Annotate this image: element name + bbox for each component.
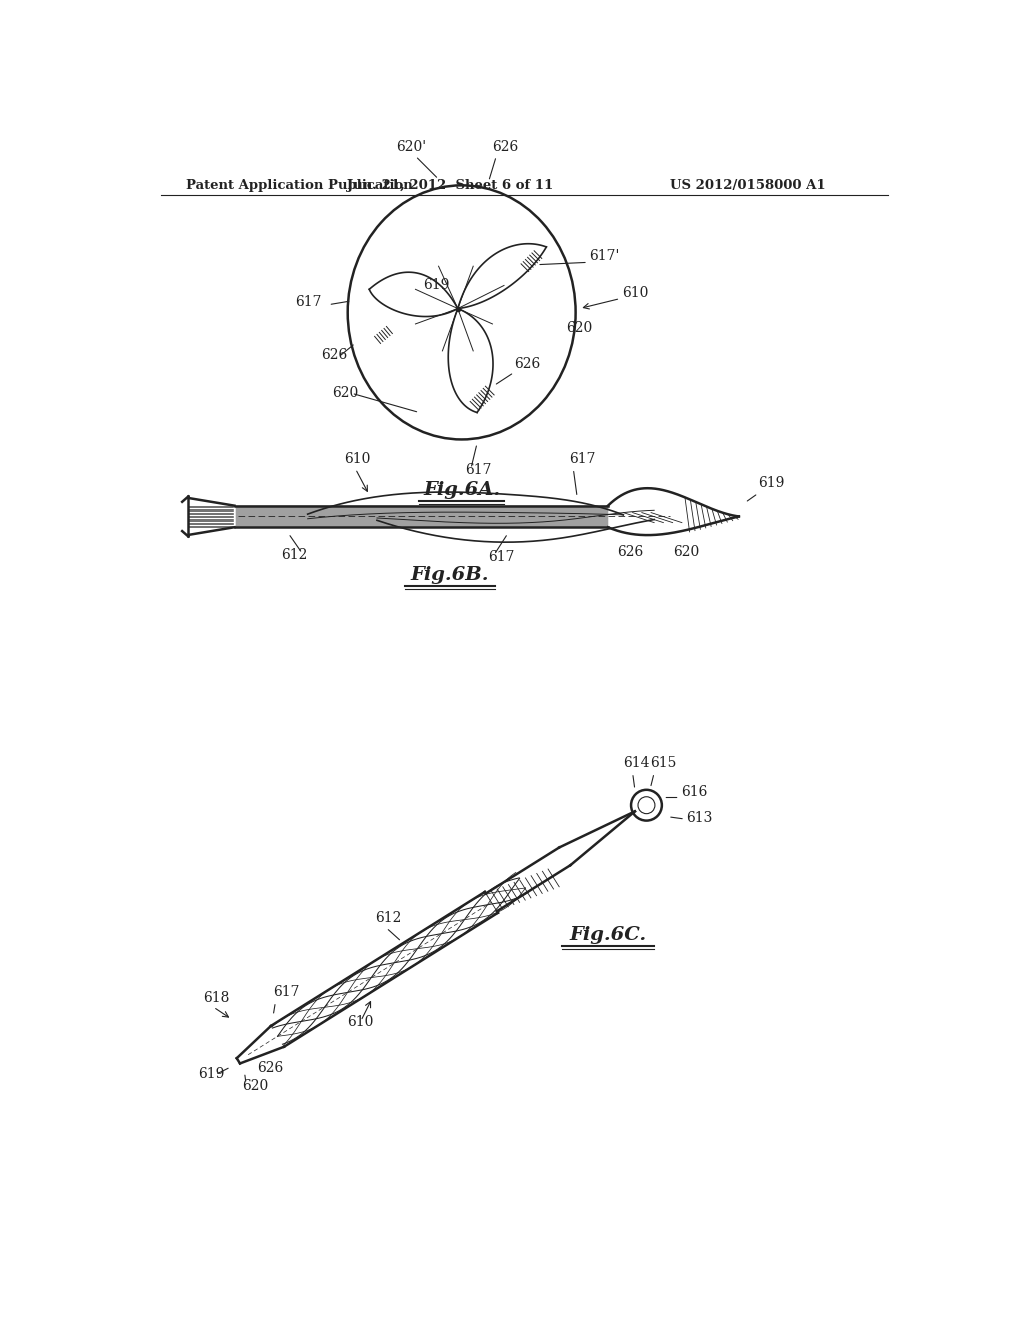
Text: 626: 626 [493, 140, 519, 153]
Text: 626: 626 [321, 347, 347, 362]
Text: Fig.6A.: Fig.6A. [423, 480, 500, 499]
Text: Fig.6C.: Fig.6C. [569, 925, 646, 944]
Text: 617: 617 [466, 463, 492, 477]
Text: 619: 619 [423, 279, 450, 292]
Text: 617: 617 [273, 985, 300, 999]
Text: 612: 612 [281, 548, 307, 562]
Text: 619: 619 [199, 1067, 224, 1081]
Text: 620': 620' [396, 140, 426, 153]
Text: 620: 620 [243, 1080, 268, 1093]
Text: 615: 615 [650, 755, 677, 770]
Text: 612: 612 [375, 911, 401, 924]
Text: 620: 620 [333, 387, 358, 400]
Text: 626: 626 [617, 545, 643, 560]
Text: 617': 617' [590, 249, 620, 263]
Text: 618: 618 [204, 990, 229, 1005]
Text: Fig.6B.: Fig.6B. [411, 565, 489, 583]
Text: 626: 626 [514, 356, 541, 371]
Text: 620: 620 [566, 321, 593, 335]
Text: Patent Application Publication: Patent Application Publication [186, 178, 413, 191]
Text: 617: 617 [569, 451, 596, 466]
Text: 617: 617 [488, 550, 515, 564]
Text: 626: 626 [258, 1061, 284, 1076]
Text: 616: 616 [681, 785, 708, 799]
Text: 614: 614 [624, 755, 650, 770]
Text: 610: 610 [347, 1015, 374, 1030]
Text: 619: 619 [758, 477, 784, 490]
Text: 617: 617 [295, 296, 322, 309]
Text: 610: 610 [622, 286, 648, 300]
Text: 620: 620 [674, 545, 699, 560]
Text: 613: 613 [686, 810, 713, 825]
Text: US 2012/0158000 A1: US 2012/0158000 A1 [670, 178, 825, 191]
Text: 610: 610 [345, 451, 371, 466]
Text: Jun. 21, 2012  Sheet 6 of 11: Jun. 21, 2012 Sheet 6 of 11 [347, 178, 553, 191]
